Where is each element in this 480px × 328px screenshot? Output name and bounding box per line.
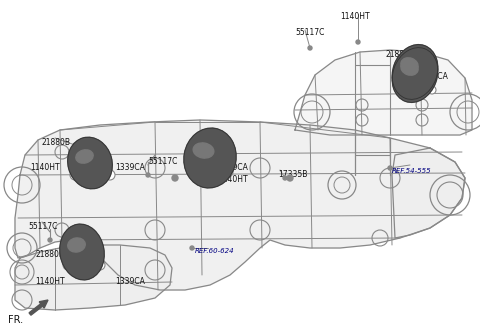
Circle shape bbox=[190, 167, 200, 177]
Text: 17335B: 17335B bbox=[278, 170, 307, 179]
Text: 55117C: 55117C bbox=[295, 28, 324, 37]
Circle shape bbox=[287, 175, 293, 181]
Circle shape bbox=[146, 173, 150, 177]
Ellipse shape bbox=[193, 143, 214, 158]
Ellipse shape bbox=[392, 48, 438, 102]
Ellipse shape bbox=[184, 128, 236, 188]
Text: 21885R: 21885R bbox=[385, 50, 414, 59]
Circle shape bbox=[190, 246, 194, 250]
Circle shape bbox=[396, 86, 404, 94]
Text: 1140HT: 1140HT bbox=[30, 163, 60, 172]
Text: 21880H: 21880H bbox=[35, 250, 65, 259]
Circle shape bbox=[105, 170, 115, 180]
Text: 1339CA: 1339CA bbox=[115, 163, 145, 172]
Ellipse shape bbox=[76, 150, 93, 163]
Circle shape bbox=[70, 170, 80, 180]
Text: 1339CA: 1339CA bbox=[418, 72, 448, 81]
Circle shape bbox=[83, 158, 87, 162]
Text: 55117C: 55117C bbox=[28, 222, 58, 231]
Circle shape bbox=[428, 78, 432, 82]
Text: 21880B: 21880B bbox=[42, 138, 71, 147]
Polygon shape bbox=[295, 50, 472, 135]
Ellipse shape bbox=[68, 238, 85, 252]
Ellipse shape bbox=[401, 58, 418, 72]
Circle shape bbox=[172, 175, 178, 181]
Text: 1140HT: 1140HT bbox=[35, 277, 65, 286]
Ellipse shape bbox=[68, 137, 112, 189]
Circle shape bbox=[190, 145, 200, 155]
Circle shape bbox=[95, 260, 105, 270]
Text: 1140HT: 1140HT bbox=[218, 175, 248, 184]
Circle shape bbox=[73, 143, 77, 147]
Circle shape bbox=[428, 86, 436, 94]
Text: 1339CA: 1339CA bbox=[218, 163, 248, 172]
Polygon shape bbox=[15, 245, 172, 310]
Circle shape bbox=[388, 166, 392, 170]
Text: 1339CA: 1339CA bbox=[115, 277, 145, 286]
FancyArrow shape bbox=[29, 300, 48, 315]
Circle shape bbox=[223, 167, 233, 177]
Ellipse shape bbox=[392, 45, 438, 99]
Text: REF.60-624: REF.60-624 bbox=[195, 248, 235, 254]
Circle shape bbox=[283, 176, 287, 180]
Text: 55117C: 55117C bbox=[148, 157, 178, 166]
Polygon shape bbox=[392, 148, 465, 238]
Circle shape bbox=[48, 238, 52, 242]
Text: FR.: FR. bbox=[8, 315, 23, 325]
Text: REF.54-555: REF.54-555 bbox=[392, 168, 432, 174]
Ellipse shape bbox=[60, 224, 104, 280]
Circle shape bbox=[63, 260, 73, 270]
Text: 21880G: 21880G bbox=[192, 136, 222, 145]
Ellipse shape bbox=[401, 61, 418, 75]
Text: 21885B: 21885B bbox=[72, 150, 101, 159]
Circle shape bbox=[356, 40, 360, 44]
Text: 1140HT: 1140HT bbox=[340, 12, 370, 21]
Polygon shape bbox=[15, 120, 465, 290]
Circle shape bbox=[223, 145, 233, 155]
Circle shape bbox=[308, 46, 312, 50]
